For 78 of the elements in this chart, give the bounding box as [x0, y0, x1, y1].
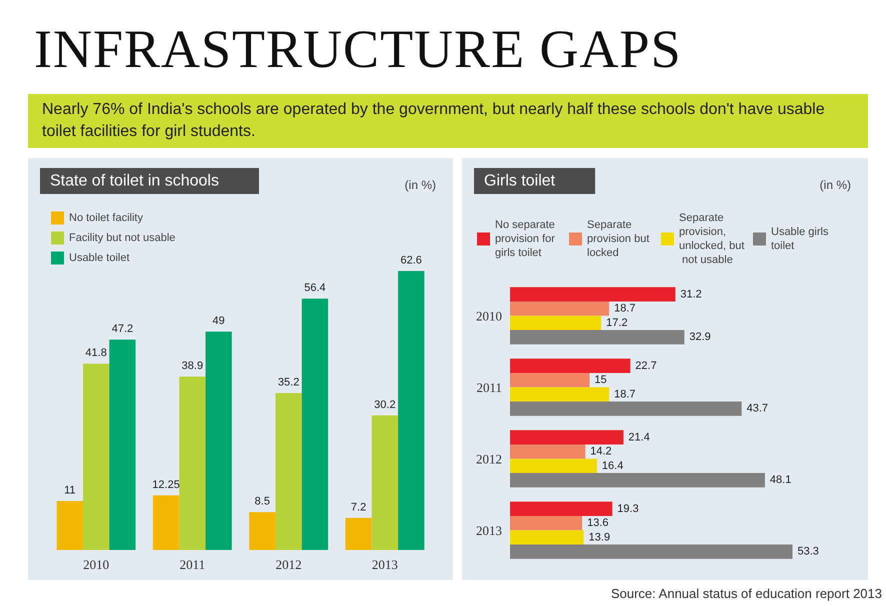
bar [510, 516, 582, 530]
y-tick-label: 2011 [476, 380, 502, 395]
chart-title: State of toilet in schools [50, 172, 219, 190]
bar [56, 500, 83, 550]
data-label: 7.2 [350, 501, 366, 514]
bar [510, 358, 630, 373]
bar [206, 332, 232, 550]
bar [345, 518, 372, 550]
bar [510, 544, 792, 559]
data-label: 53.3 [797, 546, 819, 558]
data-label: 19.3 [617, 502, 639, 515]
legend-label: No toilet facility [69, 212, 144, 224]
data-label: 18.7 [614, 302, 636, 315]
data-label: 15 [594, 374, 607, 386]
y-axis-title: (in %) [404, 178, 436, 192]
data-label: 14.2 [590, 446, 612, 458]
data-label: 56.4 [304, 282, 326, 294]
source-note: Source: Annual status of education report 2013 [610, 586, 882, 601]
data-label: 21.4 [628, 431, 650, 444]
data-label: 11 [64, 484, 76, 496]
bar [510, 387, 610, 402]
data-label: 13.6 [587, 517, 608, 530]
bar [82, 364, 110, 550]
bar [372, 415, 398, 550]
bar [510, 473, 765, 488]
bar [510, 402, 742, 416]
data-label: 41.8 [85, 347, 107, 360]
legend-label: Usable girls toilet [771, 226, 832, 252]
legend-label: Separate provision but locked [587, 219, 652, 259]
bar [510, 430, 624, 444]
data-label: 8.5 [254, 496, 270, 508]
bar [398, 270, 424, 550]
bar [510, 301, 610, 316]
bar [510, 530, 584, 545]
data-label: 43.7 [746, 402, 768, 415]
legend-label: No separate provision for girls toilet [495, 219, 558, 259]
bar [275, 393, 302, 550]
bar [510, 458, 597, 474]
bar [510, 444, 586, 459]
bar [302, 298, 328, 550]
data-label: 22.7 [635, 360, 657, 372]
bar [249, 512, 276, 550]
data-label: 12.25 [152, 478, 180, 491]
data-label: 47.2 [112, 323, 134, 336]
bar [152, 495, 180, 550]
bar [510, 502, 612, 516]
x-tick-label: 2012 [276, 557, 302, 572]
data-label: 35.2 [278, 376, 300, 389]
y-tick-label: 2013 [476, 522, 502, 538]
legend-label: Facility but not usable [69, 232, 176, 244]
chart-title: Girls toilet [484, 172, 556, 190]
bar [510, 316, 602, 330]
text: Nearly 76% of India's schools are operated by the government, but nearly half these schools don't have usable toilet facilities for girl students. [28, 94, 868, 148]
data-label: 18.7 [614, 388, 636, 400]
bar [510, 330, 684, 344]
legend-label: Usable toilet [69, 252, 130, 264]
x-tick-label: 2013 [372, 557, 398, 572]
data-label: 30.2 [374, 398, 396, 411]
bar [109, 340, 136, 550]
bar [510, 287, 676, 302]
y-tick-label: 2010 [476, 308, 502, 324]
data-label: 16.4 [602, 460, 624, 472]
x-axis-title: (in %) [820, 178, 852, 192]
legend-label: Separate provision, unlocked, but not usable [679, 212, 744, 266]
data-label: 32.9 [689, 331, 711, 344]
data-label: 31.2 [680, 288, 702, 300]
x-tick-label: 2011 [180, 557, 206, 572]
data-label: 17.2 [606, 316, 628, 329]
data-label: 48.1 [770, 474, 792, 486]
data-label: 13.9 [588, 531, 610, 544]
text: INFRASTRUCTURE GAPS [34, 18, 682, 80]
bar [510, 372, 590, 388]
data-label: 62.6 [400, 254, 422, 266]
y-tick-label: 2012 [476, 451, 502, 466]
data-label: 38.9 [182, 360, 204, 372]
data-label: 49 [212, 315, 225, 328]
bar [179, 376, 206, 550]
x-tick-label: 2010 [83, 557, 110, 572]
